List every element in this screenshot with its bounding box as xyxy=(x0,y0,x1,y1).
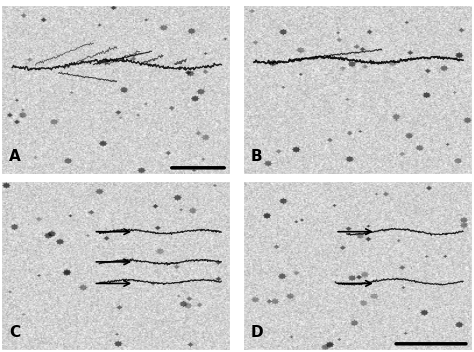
Text: D: D xyxy=(251,325,264,340)
Text: A: A xyxy=(9,149,21,164)
Text: C: C xyxy=(9,325,20,340)
Text: B: B xyxy=(251,149,263,164)
